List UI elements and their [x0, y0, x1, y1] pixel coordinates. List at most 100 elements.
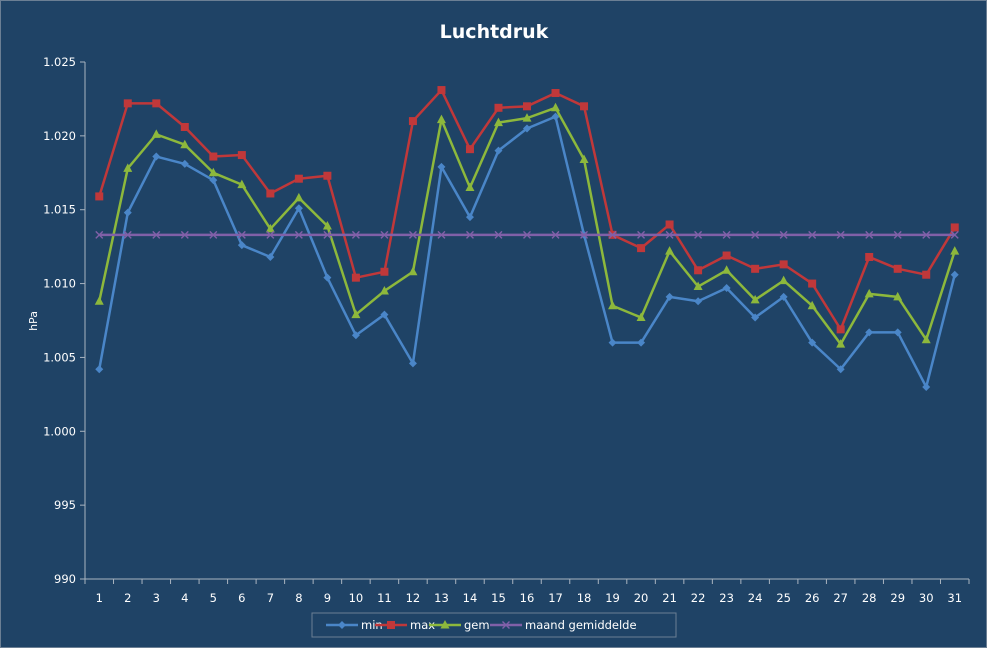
data-point-min	[694, 297, 703, 306]
data-point-maand-gemiddelde	[922, 230, 931, 239]
legend-item-max: max	[375, 618, 435, 632]
data-point-max	[893, 264, 902, 273]
data-point-maand-gemiddelde	[95, 230, 104, 239]
data-point-max	[922, 270, 931, 279]
data-point-gem	[436, 114, 446, 124]
data-point-gem	[921, 334, 931, 344]
data-point-maand-gemiddelde	[608, 230, 617, 239]
x-tick-label: 10	[349, 591, 364, 605]
data-point-min	[637, 338, 646, 347]
data-point-gem	[493, 117, 503, 127]
y-tick-label: 1.015	[43, 203, 76, 217]
data-point-max	[294, 174, 303, 183]
data-point-gem	[693, 281, 703, 291]
data-point-gem	[208, 167, 218, 177]
data-point-min	[665, 292, 674, 301]
legend-label: max	[410, 618, 435, 632]
x-tick-label: 31	[947, 591, 962, 605]
data-point-maand-gemiddelde	[836, 230, 845, 239]
x-tick-label: 23	[719, 591, 734, 605]
data-point-maand-gemiddelde	[323, 230, 332, 239]
y-axis-label: hPa	[27, 311, 40, 331]
data-point-maand-gemiddelde	[380, 230, 389, 239]
data-point-gem	[807, 300, 817, 310]
data-point-min	[608, 338, 617, 347]
data-point-gem	[579, 154, 589, 163]
series-max	[95, 86, 959, 334]
x-tick-label: 18	[577, 591, 592, 605]
data-point-max	[237, 151, 246, 160]
x-tick-label: 7	[267, 591, 274, 605]
data-point-maand-gemiddelde	[266, 230, 275, 239]
data-point-min	[865, 328, 874, 337]
x-tick-label: 26	[805, 591, 820, 605]
data-point-max	[437, 86, 446, 95]
data-point-min	[152, 152, 161, 161]
legend-label: gem	[464, 618, 490, 632]
y-tick-label: 1.005	[43, 350, 76, 364]
data-point-min	[437, 162, 446, 171]
data-point-gem	[551, 102, 561, 112]
data-point-gem	[836, 339, 846, 348]
data-point-maand-gemiddelde	[865, 230, 874, 239]
data-point-max	[523, 102, 531, 111]
data-point-gem	[265, 223, 275, 233]
data-point-gem	[408, 266, 418, 276]
x-tick-label: 17	[548, 591, 563, 605]
data-point-maand-gemiddelde	[808, 230, 817, 239]
data-point-max	[152, 99, 161, 108]
data-point-max	[950, 223, 959, 232]
data-point-gem	[750, 294, 760, 304]
data-point-max	[323, 171, 332, 180]
data-point-max	[836, 325, 845, 334]
data-point-min	[523, 124, 531, 133]
data-point-gem	[379, 285, 389, 295]
data-point-maand-gemiddelde	[123, 230, 132, 239]
data-point-gem	[322, 220, 332, 230]
data-point-min	[123, 208, 132, 217]
data-point-maand-gemiddelde	[893, 230, 902, 239]
data-point-min	[294, 204, 303, 213]
legend-item-maand-gemiddelde: maand gemiddelde	[490, 618, 637, 632]
data-point-maand-gemiddelde	[180, 230, 189, 239]
y-tick-label: 1.010	[43, 277, 76, 291]
data-point-min	[722, 284, 731, 293]
chart-title: Luchtdruk	[440, 21, 549, 43]
data-point-min	[209, 176, 218, 185]
data-point-max	[180, 122, 189, 131]
data-point-min	[95, 365, 104, 374]
data-point-min	[323, 273, 332, 282]
legend-label: maand gemiddelde	[525, 618, 637, 632]
x-tick-label: 15	[491, 591, 506, 605]
data-point-max	[865, 252, 874, 261]
data-point-min	[351, 331, 360, 340]
data-point-maand-gemiddelde	[209, 230, 218, 239]
x-tick-label: 14	[463, 591, 478, 605]
data-point-max	[751, 264, 760, 273]
x-tick-label: 20	[634, 591, 649, 605]
x-tick-label: 25	[776, 591, 791, 605]
data-point-gem	[636, 312, 646, 322]
data-point-maand-gemiddelde	[437, 230, 446, 239]
data-point-max	[580, 102, 589, 111]
data-point-max	[665, 220, 674, 229]
data-point-gem	[893, 291, 903, 301]
data-point-gem	[864, 288, 874, 298]
data-point-maand-gemiddelde	[351, 230, 360, 239]
x-tick-label: 19	[605, 591, 620, 605]
data-point-max	[637, 244, 646, 253]
data-point-max	[779, 260, 788, 269]
data-point-maand-gemiddelde	[580, 230, 589, 239]
series-gem	[94, 102, 960, 348]
data-point-gem	[522, 113, 532, 122]
data-point-gem	[665, 246, 675, 255]
data-point-gem	[779, 275, 789, 285]
legend-swatch-marker	[440, 620, 450, 629]
series-line-min	[98, 115, 956, 389]
data-point-maand-gemiddelde	[751, 230, 760, 239]
data-point-gem	[722, 265, 732, 274]
data-point-maand-gemiddelde	[294, 230, 303, 239]
data-point-maand-gemiddelde	[722, 230, 731, 239]
x-tick-label: 21	[662, 591, 677, 605]
data-point-gem	[950, 246, 960, 255]
